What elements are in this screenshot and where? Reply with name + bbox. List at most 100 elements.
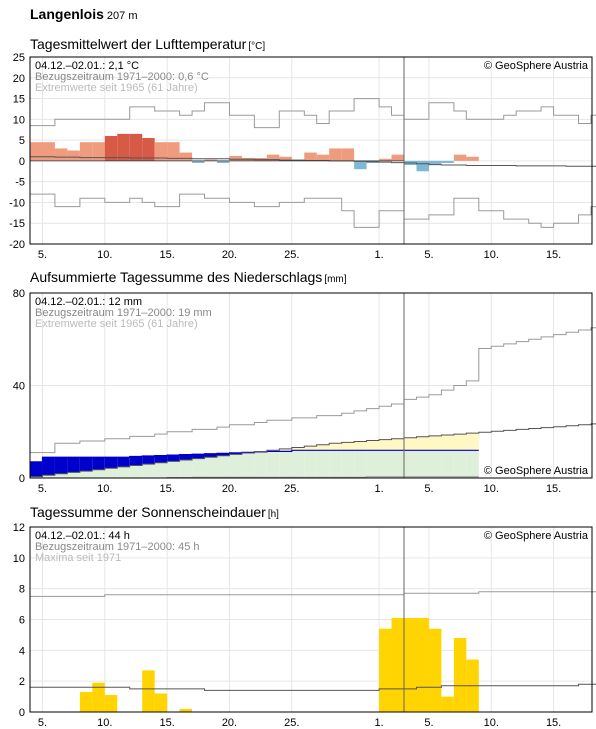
sun-xtick-label: 5. [424, 717, 433, 729]
precip-observed-area [354, 450, 367, 478]
sun-bar [391, 617, 404, 712]
sun-xtick-label: 10. [484, 717, 499, 729]
precip-surplus-area [204, 453, 217, 458]
sun-info-line: Bezugszeitraum 1971–2000: 45 h [35, 541, 200, 553]
precip-xtick-label: 20. [222, 483, 237, 495]
precip-plot-frame [29, 292, 593, 479]
sun-source-credit: © GeoSphere Austria [484, 530, 589, 542]
sun-bar [92, 682, 105, 712]
precip-ytick-label: 80 [13, 288, 25, 300]
precip-surplus-area [117, 457, 130, 467]
temp-bar [129, 133, 143, 161]
station-name: Langenlois 207 m [30, 6, 138, 22]
temp-bar [204, 159, 217, 161]
temp-bar [279, 156, 292, 161]
precip-observed-area [79, 471, 93, 478]
precip-observed-area [329, 450, 342, 478]
temp-xtick-label: 20. [222, 249, 237, 261]
sun-ytick-label: 6 [19, 615, 25, 627]
precip-observed-area [391, 450, 404, 478]
precip-xtick-label: 10. [484, 483, 499, 495]
precip-deficit-area [366, 440, 380, 451]
precip-deficit-area [316, 444, 330, 451]
precip-deficit-area [341, 442, 355, 451]
precip-surplus-area [92, 457, 105, 470]
temp-xtick-label: 5. [38, 249, 47, 261]
precip-xtick-label: 1. [374, 483, 383, 495]
temp-bar [304, 152, 317, 161]
temp-ytick-label: 15 [13, 94, 25, 106]
temp-xtick-label: 25. [284, 249, 299, 261]
sun-bar [441, 696, 454, 712]
precip-observed-area [341, 450, 355, 478]
sun-info-line: Maxima seit 1971 [35, 552, 121, 564]
precip-max-line [30, 327, 596, 454]
precip-deficit-area [279, 448, 292, 452]
sun-ytick-label: 0 [19, 707, 25, 719]
precip-xtick-label: 5. [38, 483, 47, 495]
precip-observed-area [466, 450, 479, 478]
precip-observed-area [142, 464, 155, 478]
precip-info-line: Extremwerte seit 1965 (61 Jahre) [35, 318, 198, 330]
precip-observed-area [366, 450, 380, 478]
precip-surplus-area [79, 457, 93, 472]
station-altitude: 207 m [106, 10, 138, 22]
precip-observed-area [441, 450, 454, 478]
temp-info-line: Extremwerte seit 1965 (61 Jahre) [35, 82, 198, 94]
sun-max-line [30, 591, 596, 597]
temp-bar [266, 154, 280, 161]
temp-ytick-label: -15 [9, 218, 25, 230]
precip-observed-area [154, 462, 168, 478]
temp-ytick-label: -10 [9, 197, 25, 209]
temp-bar [192, 160, 205, 163]
sun-ytick-label: 2 [19, 676, 25, 688]
precip-ytick-label: 40 [13, 381, 25, 393]
precip-info-line: Bezugszeitraum 1971–2000: 19 mm [35, 307, 212, 319]
temp-max-line [30, 98, 596, 129]
sun-bar [404, 617, 417, 712]
precip-observed-area [92, 469, 105, 478]
temp-bar [391, 154, 404, 161]
temp-bar [92, 142, 105, 161]
precip-xtick-label: 10. [97, 483, 112, 495]
temp-bar [229, 155, 242, 161]
precip-xtick-label: 5. [424, 483, 433, 495]
precip-surplus-area [129, 456, 143, 466]
temp-bar [428, 160, 442, 166]
precip-deficit-area [441, 434, 454, 451]
precip-observed-area [129, 465, 143, 478]
temp-bar [379, 158, 392, 161]
temp-xtick-label: 10. [484, 249, 499, 261]
temp-bar [329, 148, 342, 161]
sun-xtick-label: 15. [159, 717, 174, 729]
sun-mean-line [30, 683, 596, 691]
precip-observed-area [217, 455, 230, 478]
temp-bar [30, 142, 43, 161]
precip-xtick-label: 25. [284, 483, 299, 495]
precip-observed-area [117, 466, 130, 478]
precip-observed-area [304, 450, 317, 478]
temp-bar [54, 148, 68, 161]
precip-surplus-area [67, 457, 80, 473]
precip-surplus-area [229, 452, 242, 455]
temp-xtick-label: 5. [424, 249, 433, 261]
sun-ytick-label: 12 [13, 522, 25, 534]
temp-ytick-label: 20 [13, 73, 25, 85]
temp-xtick-label: 15. [546, 249, 561, 261]
precip-deficit-area [416, 436, 429, 451]
temp-bar [167, 142, 180, 161]
precip-observed-area [291, 450, 305, 478]
precip-surplus-area [179, 454, 193, 460]
temp-ytick-label: 0 [19, 156, 25, 168]
sun-bar [179, 708, 193, 712]
precip-deficit-area [379, 439, 392, 451]
precip-observed-area [416, 450, 429, 478]
temp-xtick-label: 1. [374, 249, 383, 261]
precip-surplus-area [30, 461, 43, 477]
precip-surplus-area [167, 455, 180, 462]
precip-observed-area [67, 472, 80, 478]
precip-observed-area [104, 468, 118, 478]
precip-deficit-area [391, 438, 404, 451]
precip-source-credit: © GeoSphere Austria [484, 465, 589, 477]
precip-surplus-area [104, 457, 118, 469]
